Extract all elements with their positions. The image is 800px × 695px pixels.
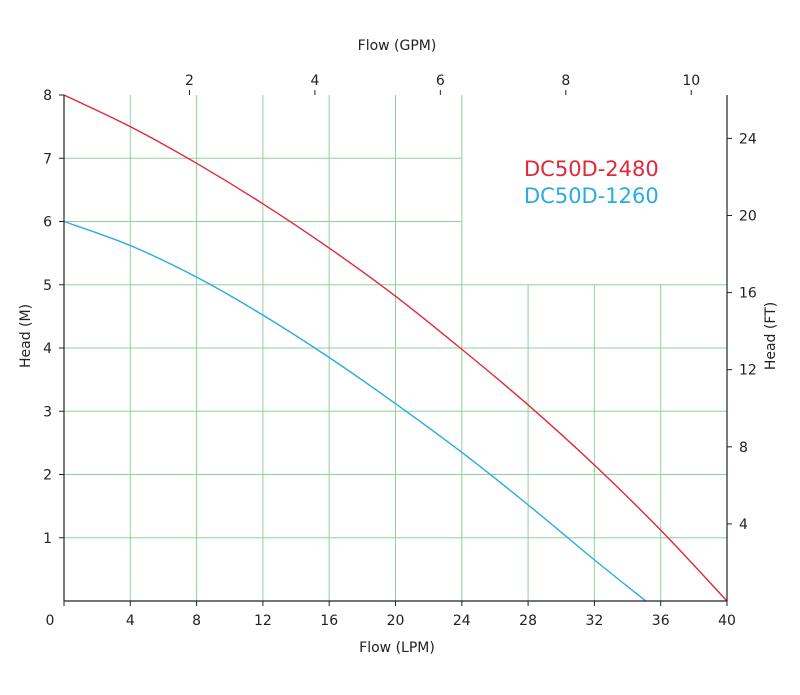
- x-tick-label-5: 20: [387, 613, 405, 629]
- y-tick-label-2: 3: [43, 404, 52, 420]
- x2-axis-title: Flow (GPM): [358, 38, 437, 54]
- y-axis-title: Head (M): [18, 304, 34, 368]
- x-tick-label-9: 36: [652, 613, 670, 629]
- legend-entry-dc50d-1260: DC50D-1260: [524, 184, 659, 208]
- grid-lines: [64, 95, 727, 601]
- x2-tick-label-2: 6: [436, 73, 445, 89]
- x2-tick-label-0: 2: [185, 73, 194, 89]
- x-tick-label-1: 4: [126, 613, 135, 629]
- y2-tick-label-2: 12: [739, 363, 757, 379]
- y-tick-label-0: 1: [43, 531, 52, 547]
- y2-tick-label-3: 16: [739, 286, 757, 302]
- x-tick-label-0: 0: [46, 613, 55, 629]
- x-tick-label-4: 16: [320, 613, 338, 629]
- legend-entry-dc50d-2480: DC50D-2480: [524, 157, 659, 181]
- y2-tick-label-0: 4: [739, 517, 748, 533]
- y2-tick-label-5: 24: [739, 131, 757, 147]
- y2-tick-label-1: 8: [739, 440, 748, 456]
- series-line-dc50d-2480: [63, 94, 728, 602]
- x-tick-label-3: 12: [254, 613, 272, 629]
- x-tick-label-2: 8: [192, 613, 201, 629]
- y2-axis-title: Head (FT): [763, 302, 779, 370]
- y-tick-label-3: 4: [43, 341, 52, 357]
- y-tick-label-7: 8: [43, 88, 52, 104]
- x-tick-label-8: 32: [585, 613, 603, 629]
- x2-tick-label-4: 10: [682, 73, 700, 89]
- x2-tick-label-1: 4: [310, 73, 319, 89]
- y-tick-label-1: 2: [43, 468, 52, 484]
- x-tick-label-6: 24: [453, 613, 471, 629]
- x-tick-label-7: 28: [519, 613, 537, 629]
- y2-tick-label-4: 20: [739, 208, 757, 224]
- y-tick-label-6: 7: [43, 151, 52, 167]
- y-tick-label-5: 6: [43, 215, 52, 231]
- x2-tick-label-3: 8: [561, 73, 570, 89]
- series-lines: [63, 94, 728, 602]
- series-line-dc50d-1260: [63, 220, 647, 602]
- axes: [59, 90, 732, 606]
- y-tick-label-4: 5: [43, 278, 52, 294]
- x-axis-title: Flow (LPM): [359, 640, 435, 656]
- x-tick-label-10: 40: [718, 613, 736, 629]
